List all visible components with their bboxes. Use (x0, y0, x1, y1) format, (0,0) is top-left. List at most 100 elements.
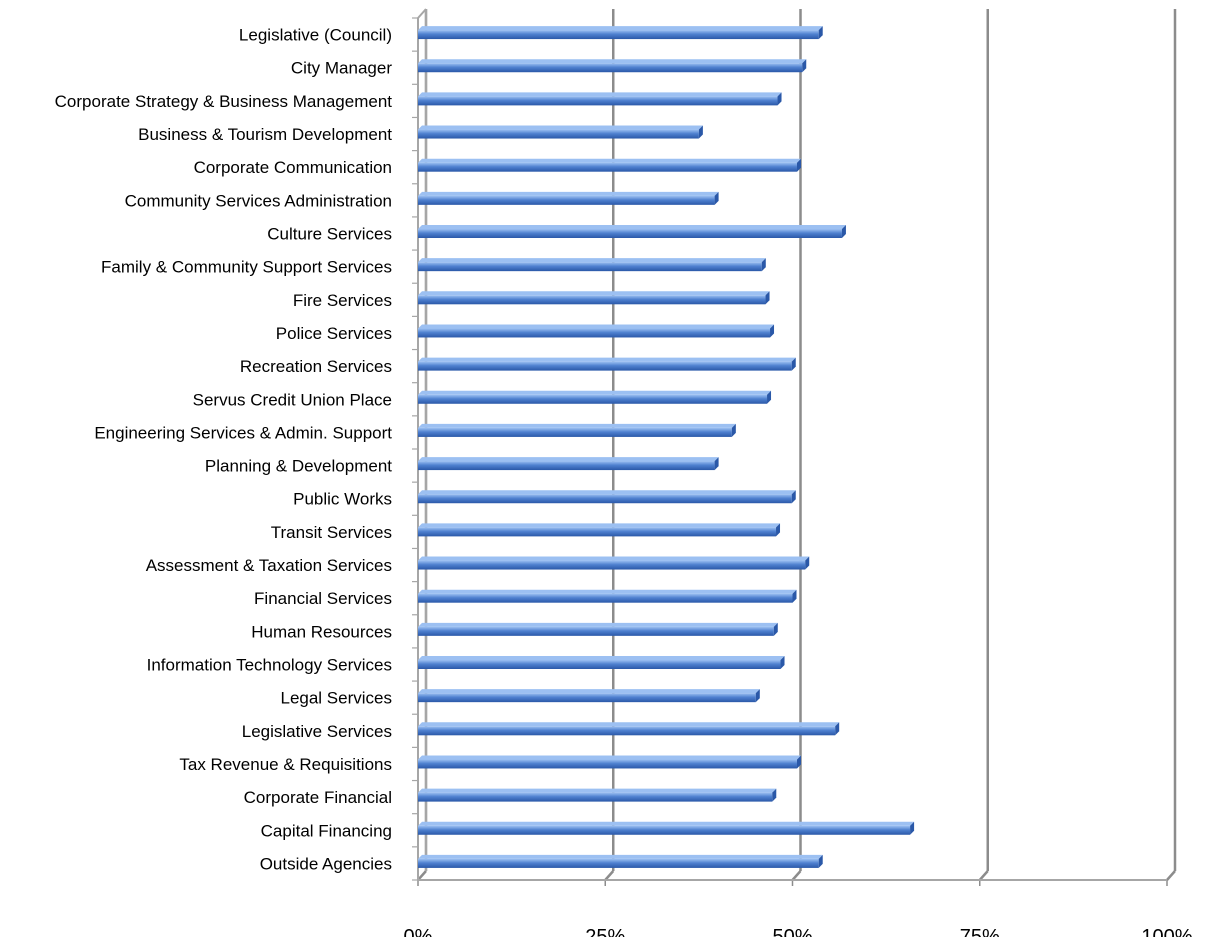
bar (418, 622, 778, 636)
bar-front (418, 394, 768, 404)
bar-end (761, 258, 766, 272)
category-labels: Legislative (Council) City Manager Corpora… (55, 26, 393, 874)
bar-end (767, 390, 772, 404)
bar-end (802, 59, 807, 73)
bar-top (418, 523, 781, 528)
x-tick-label: 100% (1141, 926, 1192, 937)
bar-end (792, 589, 797, 603)
bar-top (418, 423, 736, 428)
bar (418, 258, 766, 272)
axes (412, 8, 1168, 886)
bar-top (418, 158, 801, 163)
bar-end (698, 125, 703, 139)
category-label: Assessment & Taxation Services (146, 556, 392, 575)
bar-end (731, 423, 736, 437)
category-label: Financial Services (254, 589, 392, 608)
bar-top (418, 788, 777, 793)
bar-front (418, 129, 699, 139)
bar-end (796, 158, 801, 172)
bar (418, 556, 810, 570)
category-label: Culture Services (267, 225, 392, 244)
bar-top (418, 689, 760, 694)
bar-front (418, 693, 756, 703)
gridlines (417, 9, 1177, 881)
bar-front (418, 361, 792, 371)
category-label: Fire Services (293, 291, 392, 310)
bar-end (818, 26, 823, 40)
x-tick-labels: 0% 25% 50% 75% 100% (404, 926, 1193, 937)
bar (418, 788, 777, 802)
bar-front (418, 328, 771, 338)
category-label: City Manager (291, 59, 392, 78)
category-label: Legislative Services (242, 722, 392, 741)
category-label: Business & Tourism Development (138, 125, 392, 144)
bar-front (418, 96, 778, 106)
bar-front (418, 759, 797, 769)
bar-end (835, 722, 840, 736)
bar-top (418, 92, 782, 97)
bar (418, 854, 823, 868)
category-label: Legislative (Council) (239, 26, 392, 45)
gridline-floor (417, 870, 427, 881)
bar-top (418, 26, 823, 31)
bar-top (418, 324, 775, 329)
bar-front (418, 295, 766, 305)
bar-front (418, 461, 715, 471)
bar (418, 158, 801, 172)
bar (418, 821, 915, 835)
bar (418, 457, 719, 471)
bar-front (418, 162, 797, 172)
bar (418, 26, 823, 40)
bar-top (418, 125, 703, 130)
bar-front (418, 825, 911, 835)
bar-end (777, 92, 782, 106)
bar-end (770, 324, 775, 338)
bar (418, 589, 797, 603)
category-label: Corporate Strategy & Business Management (55, 92, 393, 111)
bar (418, 523, 781, 537)
bar-top (418, 357, 796, 362)
category-label: Transit Services (271, 523, 392, 542)
x-tick-label: 0% (404, 926, 433, 937)
bar-end (841, 225, 846, 238)
bar (418, 92, 782, 106)
bar-front (418, 63, 803, 73)
bar-top (418, 59, 807, 64)
bar-top (418, 457, 719, 462)
bar (418, 125, 703, 139)
category-label: Police Services (276, 324, 392, 343)
bar-top (418, 722, 840, 727)
category-label: Corporate Communication (194, 158, 392, 177)
bar-end (818, 854, 823, 868)
bar-top (418, 622, 778, 627)
bar (418, 423, 736, 437)
bar-end (796, 755, 801, 769)
bars (418, 26, 915, 868)
bar (418, 689, 760, 703)
bar (418, 390, 772, 404)
bar-top (418, 821, 915, 826)
bar-top (418, 258, 766, 263)
bar-top (418, 556, 810, 561)
bar-front (418, 427, 732, 437)
category-label: Tax Revenue & Requisitions (179, 755, 392, 774)
bar (418, 722, 840, 736)
bar-front (418, 30, 819, 40)
bar-front (418, 195, 715, 205)
category-label: Human Resources (251, 622, 392, 641)
bar-top (418, 490, 796, 495)
bar-top (418, 225, 846, 229)
bar (418, 755, 801, 769)
bar (418, 656, 785, 669)
bar-front (418, 593, 793, 603)
bar (418, 225, 846, 238)
bar-end (773, 622, 778, 636)
bar-end (755, 689, 760, 703)
category-label: Community Services Administration (125, 191, 392, 210)
category-label: Family & Community Support Services (101, 258, 392, 277)
bar (418, 191, 719, 205)
bar-front (418, 792, 773, 802)
bar-front (418, 626, 774, 636)
gridline-floor (604, 870, 615, 881)
bar (418, 357, 796, 371)
